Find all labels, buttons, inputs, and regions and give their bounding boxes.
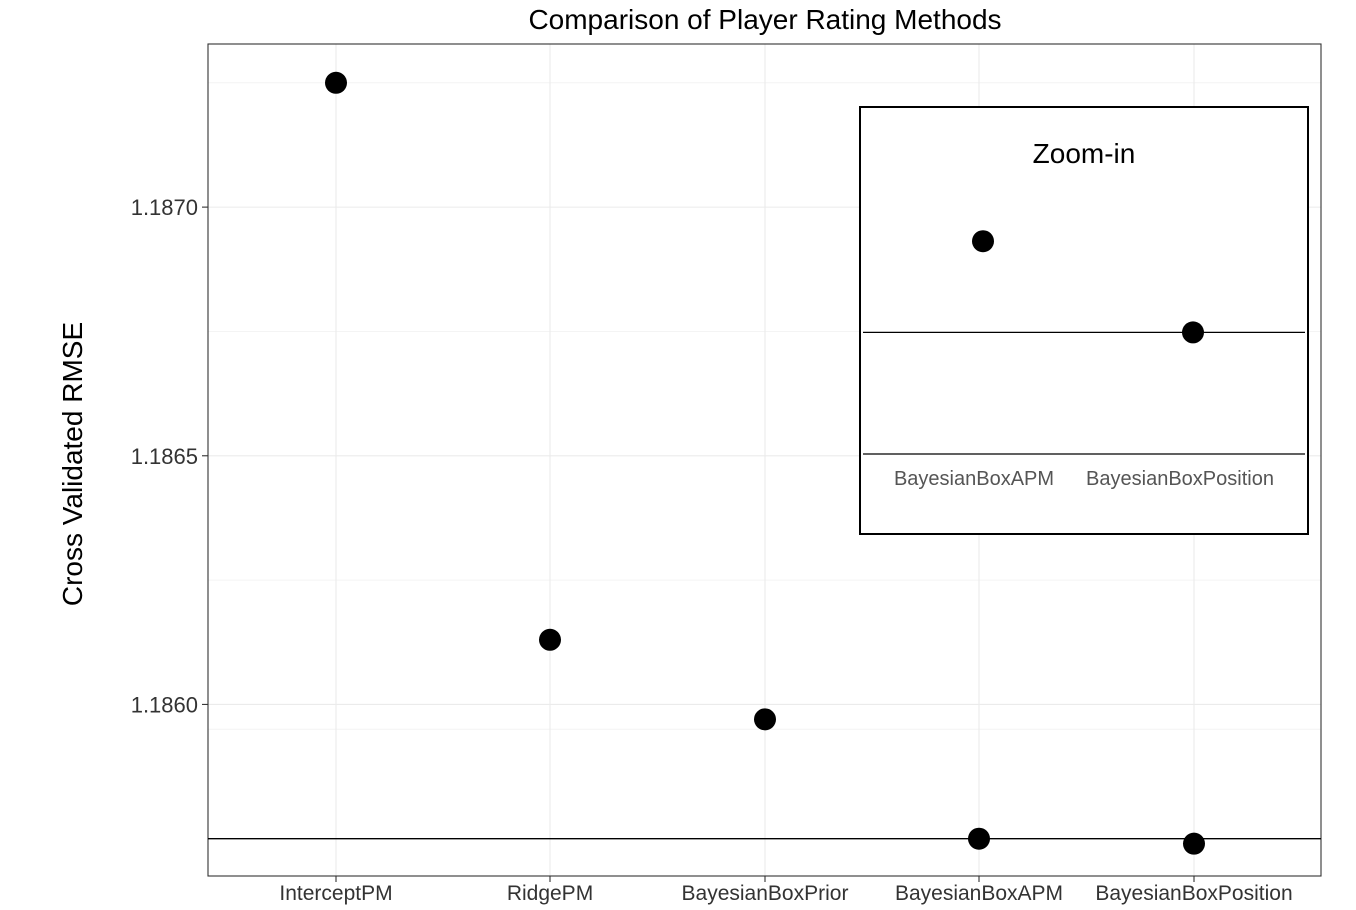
data-point	[754, 708, 776, 731]
inset-title: Zoom-in	[1033, 138, 1136, 169]
points	[325, 71, 1205, 855]
x-ticks: InterceptPM RidgePM BayesianBoxPrior Bayesi…	[279, 876, 1293, 905]
zoom-inset: Zoom-in BayesianBoxAPM BayesianBoxPositio…	[859, 106, 1309, 535]
inset-x-tick-label: BayesianBoxPosition	[1086, 468, 1274, 490]
data-point	[325, 71, 347, 94]
x-tick-label: BayesianBoxPrior	[682, 882, 849, 905]
x-tick-label: BayesianBoxAPM	[895, 882, 1063, 905]
x-tick-label: RidgePM	[507, 882, 593, 905]
y-tick-label: 1.1860	[131, 692, 198, 717]
chart-title: Comparison of Player Rating Methods	[528, 4, 1001, 35]
inset-data-point	[1182, 321, 1204, 344]
y-tick-label: 1.1870	[131, 195, 198, 220]
y-ticks: 1.1860 1.1865 1.1870	[131, 195, 208, 717]
x-tick-label: BayesianBoxPosition	[1095, 882, 1292, 905]
inset-frame	[859, 106, 1309, 535]
inset-x-tick-label: BayesianBoxAPM	[894, 468, 1054, 490]
x-tick-label: InterceptPM	[279, 882, 392, 905]
data-point	[1183, 832, 1205, 855]
inset-content: BayesianBoxAPM BayesianBoxPosition	[863, 230, 1305, 490]
inset-data-point	[972, 230, 994, 253]
y-tick-label: 1.1865	[131, 444, 198, 469]
data-point	[968, 827, 990, 850]
y-axis-label: Cross Validated RMSE	[57, 322, 88, 606]
data-point	[539, 628, 561, 651]
